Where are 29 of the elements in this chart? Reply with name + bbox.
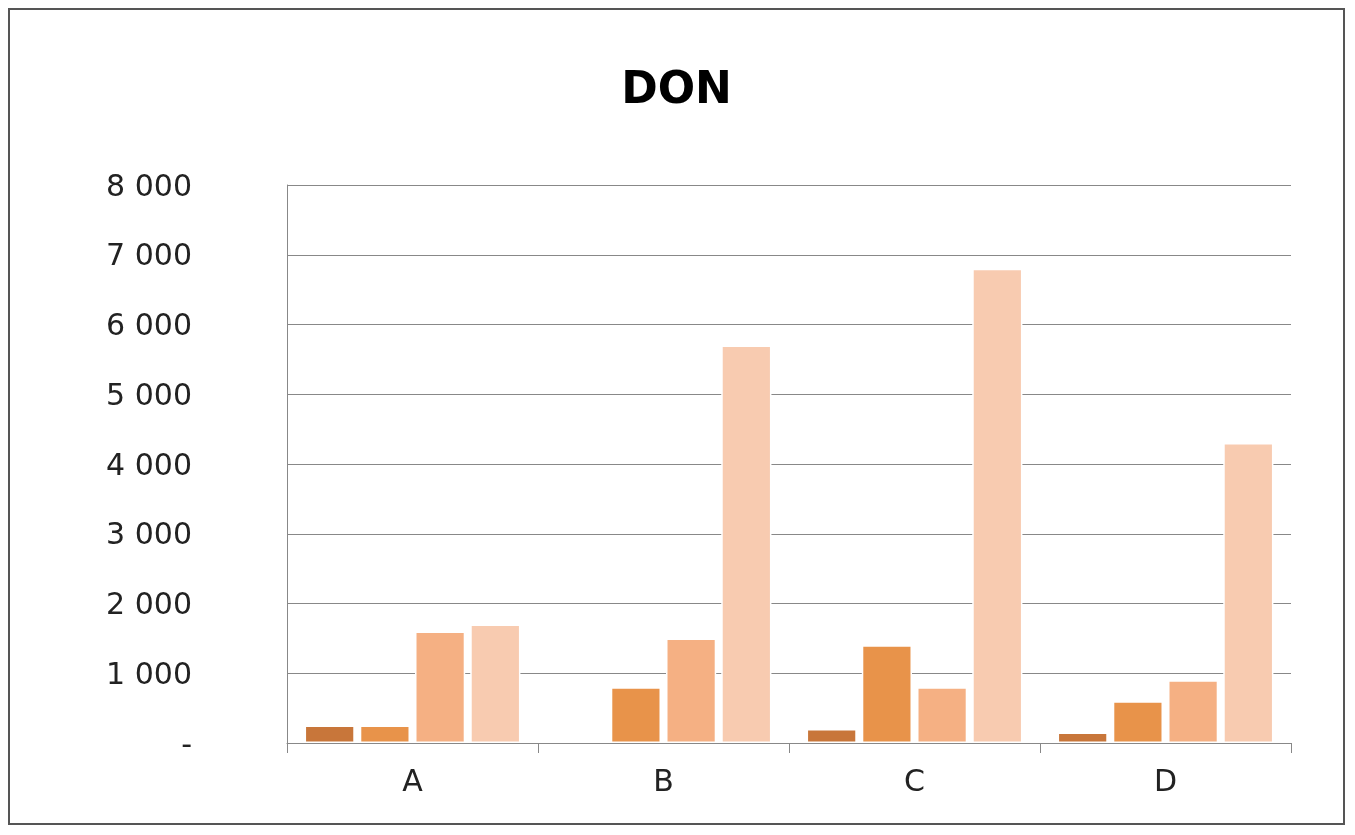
- x-tick-label: A: [402, 762, 424, 798]
- bar: [470, 624, 521, 743]
- bar: [1223, 443, 1274, 743]
- y-tick-label: 1 000: [106, 655, 192, 691]
- y-tick-label: 7 000: [106, 237, 192, 273]
- bar: [861, 645, 912, 743]
- bar: [806, 729, 857, 743]
- y-tick-label: 8 000: [106, 167, 192, 203]
- bar: [415, 631, 466, 743]
- bar: [972, 268, 1023, 743]
- bar: [1168, 680, 1219, 743]
- bar: [1057, 732, 1108, 743]
- chart-title: DON: [621, 61, 732, 113]
- bar: [304, 725, 355, 743]
- bar: [359, 725, 410, 743]
- bar: [721, 345, 772, 743]
- y-tick-label: 2 000: [106, 586, 192, 621]
- y-tick-label: 4 000: [106, 446, 192, 482]
- y-tick-label: 3 000: [106, 516, 192, 552]
- x-tick-label: C: [904, 762, 925, 798]
- bar: [917, 687, 968, 743]
- bar: [1112, 701, 1163, 743]
- y-tick-label: 6 000: [106, 307, 192, 342]
- bar: [666, 638, 717, 743]
- x-tick-label: D: [1153, 762, 1178, 798]
- y-tick-label: -: [181, 725, 192, 761]
- x-tick-label: B: [653, 762, 674, 798]
- bar: [610, 687, 661, 743]
- y-tick-label: 5 000: [106, 376, 192, 412]
